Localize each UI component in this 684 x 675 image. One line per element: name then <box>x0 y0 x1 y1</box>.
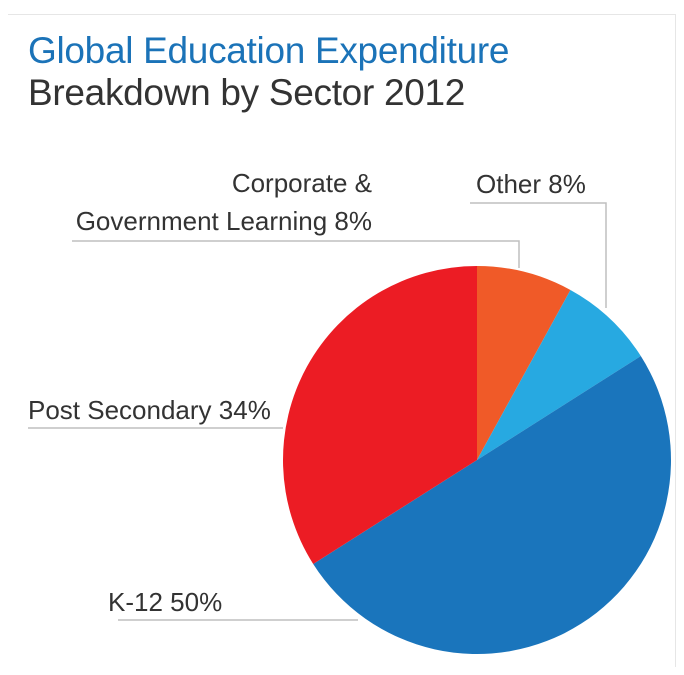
slice-label-3-line-1: K-12 50% <box>108 587 222 617</box>
chart-frame <box>8 14 676 667</box>
pie-slice-4 <box>283 266 477 564</box>
chart-title: Global Education Expenditure <box>28 30 510 71</box>
chart-title-block: Global Education Expenditure Breakdown b… <box>28 30 509 114</box>
leader-line-2 <box>470 202 607 308</box>
pie-slice-3 <box>313 356 671 654</box>
pie-slice-1 <box>477 266 571 460</box>
chart-subtitle: Breakdown by Sector 2012 <box>28 72 466 113</box>
slice-label-2-line-1: Other 8% <box>476 169 586 199</box>
pie-slice-2 <box>477 289 641 460</box>
slice-label-1-line-2: Government Learning 8% <box>76 206 372 236</box>
slice-label-1-line-1: Corporate & <box>232 168 372 198</box>
slice-label-4-line-1: Post Secondary 34% <box>28 395 271 425</box>
leader-line-1 <box>72 240 520 268</box>
